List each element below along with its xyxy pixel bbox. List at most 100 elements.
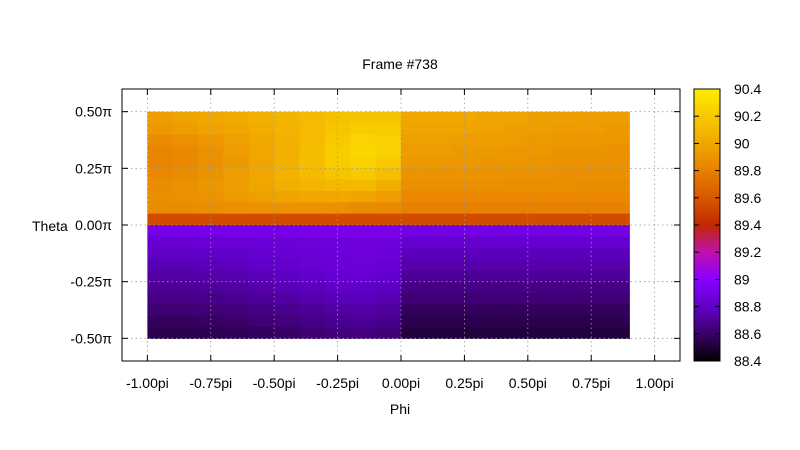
x-tick-label: -0.25pi	[316, 375, 359, 391]
heatmap-cell	[248, 315, 275, 328]
heatmap-cell	[477, 315, 504, 328]
heatmap-cell	[603, 270, 630, 283]
heatmap-cell	[426, 191, 453, 203]
heatmap-cell	[350, 236, 377, 249]
heatmap-cell	[172, 134, 199, 147]
heatmap-cell	[274, 179, 301, 192]
heatmap-cell	[553, 157, 580, 169]
heatmap-cell	[502, 191, 529, 203]
heatmap-cell	[578, 247, 605, 260]
heatmap-cell	[172, 236, 199, 249]
heatmap-cell	[603, 134, 630, 147]
heatmap-cell	[451, 168, 478, 181]
y-tick-label: 0.00π	[75, 217, 112, 233]
heatmap-cell	[578, 191, 605, 203]
heatmap-cell	[553, 281, 580, 294]
heatmap-cell	[248, 270, 275, 283]
heatmap-cell	[527, 179, 554, 192]
heatmap-cell	[426, 157, 453, 169]
heatmap-cell	[147, 145, 174, 158]
heatmap-cell	[172, 191, 199, 203]
heatmap-cell	[324, 145, 351, 158]
heatmap-cell	[401, 179, 427, 192]
heatmap-cell	[451, 247, 478, 260]
heatmap-cell	[198, 157, 225, 169]
heatmap-cell	[477, 111, 504, 124]
heatmap-cell	[172, 281, 199, 294]
heatmap-cell	[578, 168, 605, 181]
heatmap-cell	[248, 327, 275, 339]
y-axis-label: Theta	[32, 218, 68, 234]
heatmap-cell	[578, 293, 605, 305]
heatmap-cell	[147, 236, 174, 249]
heatmap-cell	[248, 281, 275, 294]
heatmap-cell	[401, 157, 427, 169]
heatmap-cell	[198, 247, 225, 260]
heatmap-cell	[527, 259, 554, 271]
heatmap-cell	[553, 236, 580, 249]
heatmap-cell	[603, 225, 630, 237]
heatmap-cell	[198, 145, 225, 158]
heatmap-cell	[426, 293, 453, 305]
heatmap-cell	[603, 293, 630, 305]
chart-title: Frame #738	[362, 56, 438, 72]
heatmap-cell	[147, 304, 174, 317]
heatmap-cell	[502, 270, 529, 283]
heatmap-cell	[147, 111, 174, 124]
heatmap-cell	[147, 157, 174, 169]
heatmap-cell	[401, 123, 427, 135]
heatmap-cell	[223, 281, 250, 294]
heatmap-cell	[553, 304, 580, 317]
heatmap-cell	[401, 111, 427, 124]
heatmap-cell	[502, 202, 529, 215]
heatmap-cell	[451, 123, 478, 135]
heatmap-cell	[477, 202, 504, 215]
heatmap-cell	[401, 315, 427, 328]
heatmap-cell	[502, 157, 529, 169]
heatmap-cell	[324, 225, 351, 237]
heatmap-cell	[350, 123, 377, 135]
heatmap-cell	[375, 157, 402, 169]
colorbar-ticks: 90.4 90.2 90 89.8 89.6 89.4 89.2 89 88.8 88.6 88.4	[694, 81, 761, 369]
heatmap-cell	[603, 179, 630, 192]
heatmap-cell	[527, 168, 554, 181]
heatmap-cell	[603, 281, 630, 294]
heatmap-cell	[401, 304, 427, 317]
heatmap-cell	[426, 179, 453, 192]
colorbar-tick-label: 89.4	[734, 217, 761, 233]
heatmap-cell	[172, 123, 199, 135]
heatmap-cell	[603, 168, 630, 181]
heatmap-cell	[172, 179, 199, 192]
heatmap-cell	[375, 145, 402, 158]
heatmap-cell	[401, 134, 427, 147]
heatmap-cell	[223, 202, 250, 215]
heatmap-cell	[603, 157, 630, 169]
colorbar-tick-label: 89.8	[734, 163, 761, 179]
heatmap-cell	[274, 157, 301, 169]
x-axis-ticks: -1.00pi -0.75pi -0.50pi -0.25pi 0.00pi 0.25pi…	[126, 89, 674, 391]
heatmap-cell	[248, 123, 275, 135]
heatmap-cell	[198, 270, 225, 283]
heatmap-cell	[350, 225, 377, 237]
heatmap-cell	[451, 202, 478, 215]
heatmap-cell	[299, 259, 326, 271]
heatmap-cell	[248, 111, 275, 124]
heatmap-cell	[603, 236, 630, 249]
heatmap-cell	[274, 123, 301, 135]
heatmap-cell	[375, 315, 402, 328]
heatmap-cell	[426, 213, 453, 226]
heatmap-cell	[477, 327, 504, 339]
heatmap-cell	[324, 179, 351, 192]
heatmap-cell	[172, 213, 199, 226]
heatmap-cell	[527, 304, 554, 317]
heatmap-cell	[375, 191, 402, 203]
x-tick-label: 0.75pi	[572, 375, 610, 391]
heatmap-cell	[527, 134, 554, 147]
heatmap-cell	[324, 247, 351, 260]
heatmap-cell	[578, 145, 605, 158]
heatmap-cell	[477, 157, 504, 169]
heatmap-cell	[147, 213, 174, 226]
heatmap-cell	[299, 315, 326, 328]
heatmap-cell	[350, 213, 377, 226]
heatmap-cell	[223, 145, 250, 158]
